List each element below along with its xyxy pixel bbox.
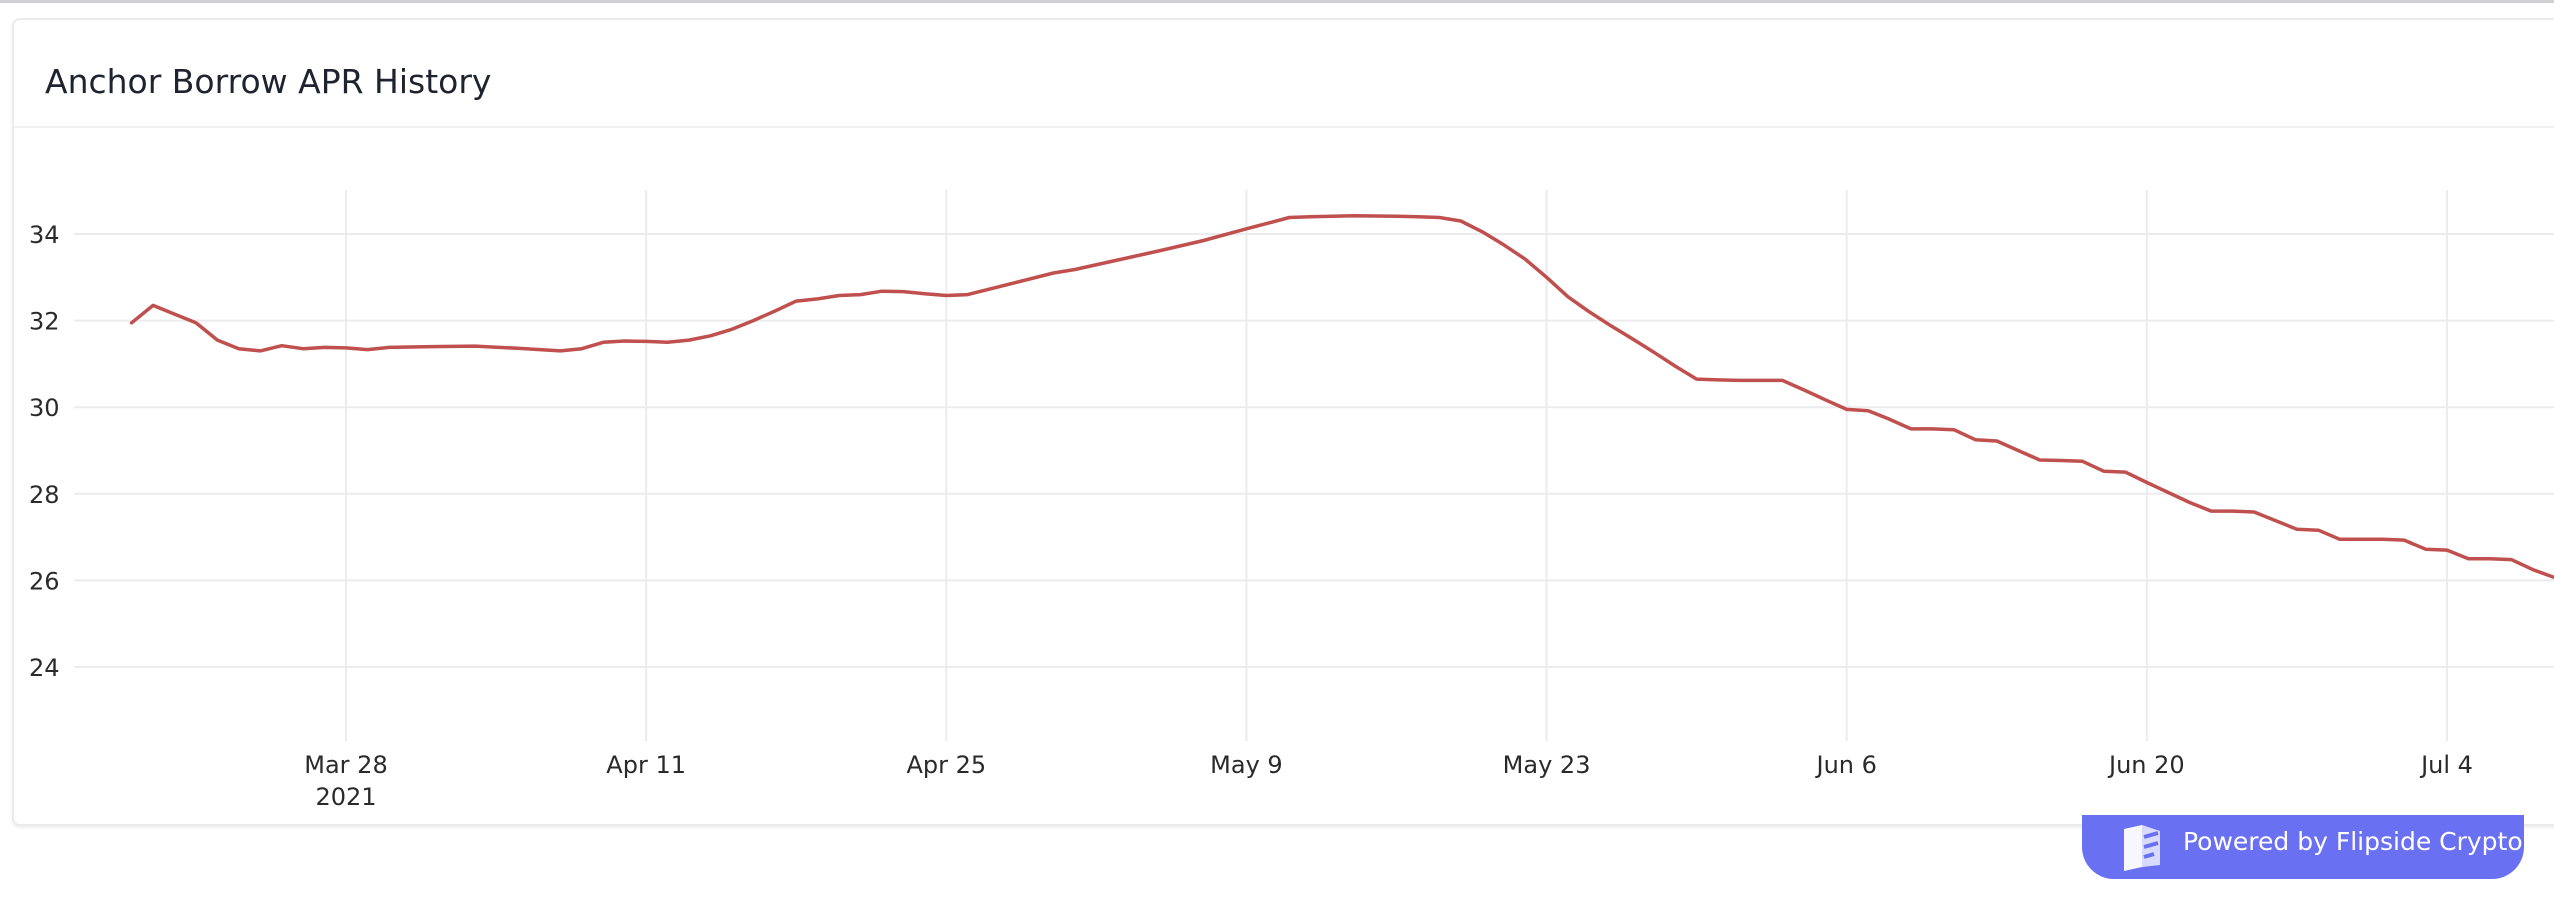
- card-header: Anchor Borrow APR History: [14, 20, 2554, 128]
- y-tick-label: 24: [29, 654, 60, 682]
- y-tick-label: 26: [29, 567, 60, 595]
- x-tick-label: May 9: [1210, 751, 1283, 779]
- y-axis-tick-labels: 24 26 28 30 32 34: [29, 221, 60, 682]
- apr-series-line[interactable]: [129, 214, 2554, 580]
- y-tick-label: 34: [29, 221, 60, 249]
- x-tick-label: Mar 28: [304, 751, 387, 779]
- powered-by-badge[interactable]: Powered by Flipside Crypto: [2082, 815, 2524, 879]
- x-tick-label: May 23: [1503, 751, 1591, 779]
- x-tick-label: Apr 11: [606, 751, 686, 779]
- x-gridlines: [345, 190, 2448, 741]
- y-tick-label: 30: [29, 394, 60, 422]
- x-axis-tick-labels: Mar 28 2021 Apr 11 Apr 25 May 9 May 23 Jun 6 Ju…: [304, 751, 2473, 811]
- x-tick-label: Jun 20: [2107, 751, 2185, 779]
- y-gridlines: [74, 233, 2554, 668]
- series-layer: [129, 214, 2554, 580]
- flipside-logo-icon: [2124, 825, 2160, 871]
- x-tick-label: Jun 6: [1815, 751, 1877, 779]
- card-title: Anchor Borrow APR History: [45, 62, 492, 101]
- x-tick-year-label: 2021: [315, 783, 376, 811]
- badge-label: Powered by Flipside Crypto: [2183, 827, 2523, 856]
- y-tick-label: 32: [29, 308, 60, 336]
- x-tick-label: Jul 4: [2419, 751, 2473, 779]
- x-tick-label: Apr 25: [906, 751, 986, 779]
- chart-card: Anchor Borrow APR History: [12, 18, 2554, 826]
- y-tick-label: 28: [29, 481, 60, 509]
- top-border: [0, 0, 2554, 3]
